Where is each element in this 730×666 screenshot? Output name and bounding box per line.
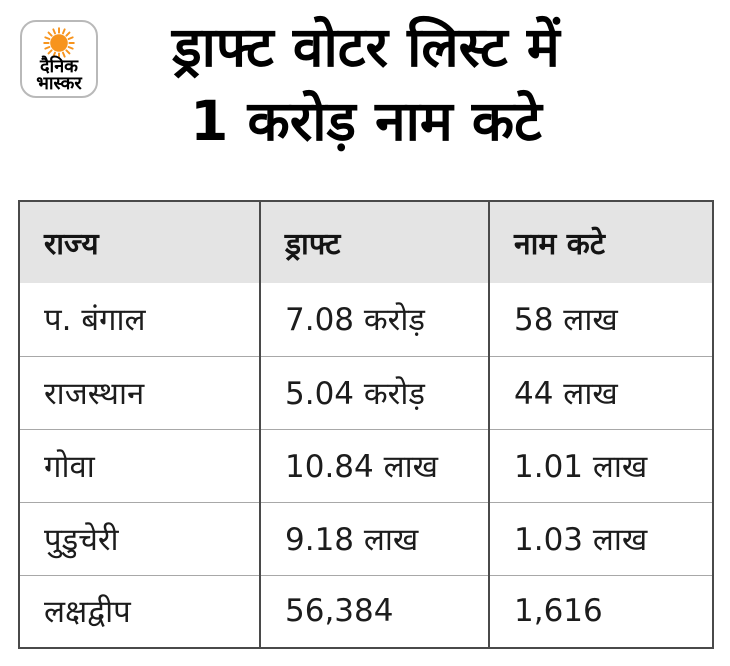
table-row: पुडुचेरी 9.18 लाख 1.03 लाख: [19, 501, 713, 575]
voter-list-table: राज्य ड्राफ्ट नाम कटे प. बंगाल 7.08 करोड़ 58…: [18, 200, 714, 649]
draft-cell: 10.84 लाख: [259, 428, 489, 502]
state-cell: राजस्थान: [19, 355, 260, 429]
header-row: राज्य ड्राफ्ट नाम कटे: [19, 201, 713, 283]
voter-list-table-container: राज्य ड्राफ्ट नाम कटे प. बंगाल 7.08 करोड़ 58…: [18, 200, 714, 649]
sun-icon: [43, 27, 75, 59]
draft-cell: 5.04 करोड़: [259, 355, 489, 429]
data-table-body: प. बंगाल 7.08 करोड़ 58 लाख राजस्थान 5.04 करो…: [19, 283, 713, 648]
table-header: राज्य ड्राफ्ट नाम कटे: [19, 201, 713, 283]
table-row: राजस्थान 5.04 करोड़ 44 लाख: [19, 355, 713, 429]
state-cell: प. बंगाल: [19, 283, 260, 356]
deleted-column-header: नाम कटे: [488, 201, 713, 283]
title-line-2: 1 करोड़ नाम कटे: [190, 89, 542, 153]
title-line-1: ड्राफ्ट वोटर लिस्ट में: [172, 15, 560, 79]
draft-cell: 56,384: [259, 574, 489, 648]
state-cell: गोवा: [19, 428, 260, 502]
table-row: गोवा 10.84 लाख 1.01 लाख: [19, 428, 713, 502]
deleted-cell: 1.01 लाख: [488, 428, 713, 502]
deleted-cell: 1.03 लाख: [488, 501, 713, 575]
page-title: ड्राफ्ट वोटर लिस्ट में 1 करोड़ नाम कटे: [20, 10, 712, 158]
dainik-bhaskar-logo: दैनिक भास्कर: [20, 20, 98, 98]
table-row: लक्षद्वीप 56,384 1,616: [19, 574, 713, 648]
logo-text-line1: दैनिक: [39, 56, 79, 77]
table-row: प. बंगाल 7.08 करोड़ 58 लाख: [19, 283, 713, 356]
deleted-cell: 58 लाख: [488, 283, 713, 356]
draft-cell: 9.18 लाख: [259, 501, 489, 575]
deleted-cell: 1,616: [488, 574, 713, 648]
draft-cell: 7.08 करोड़: [259, 283, 489, 356]
draft-column-header: ड्राफ्ट: [259, 201, 489, 283]
state-cell: लक्षद्वीप: [19, 574, 260, 648]
state-column-header: राज्य: [19, 201, 260, 283]
deleted-cell: 44 लाख: [488, 355, 713, 429]
state-cell: पुडुचेरी: [19, 501, 260, 575]
logo-text-line2: भास्कर: [36, 73, 82, 95]
